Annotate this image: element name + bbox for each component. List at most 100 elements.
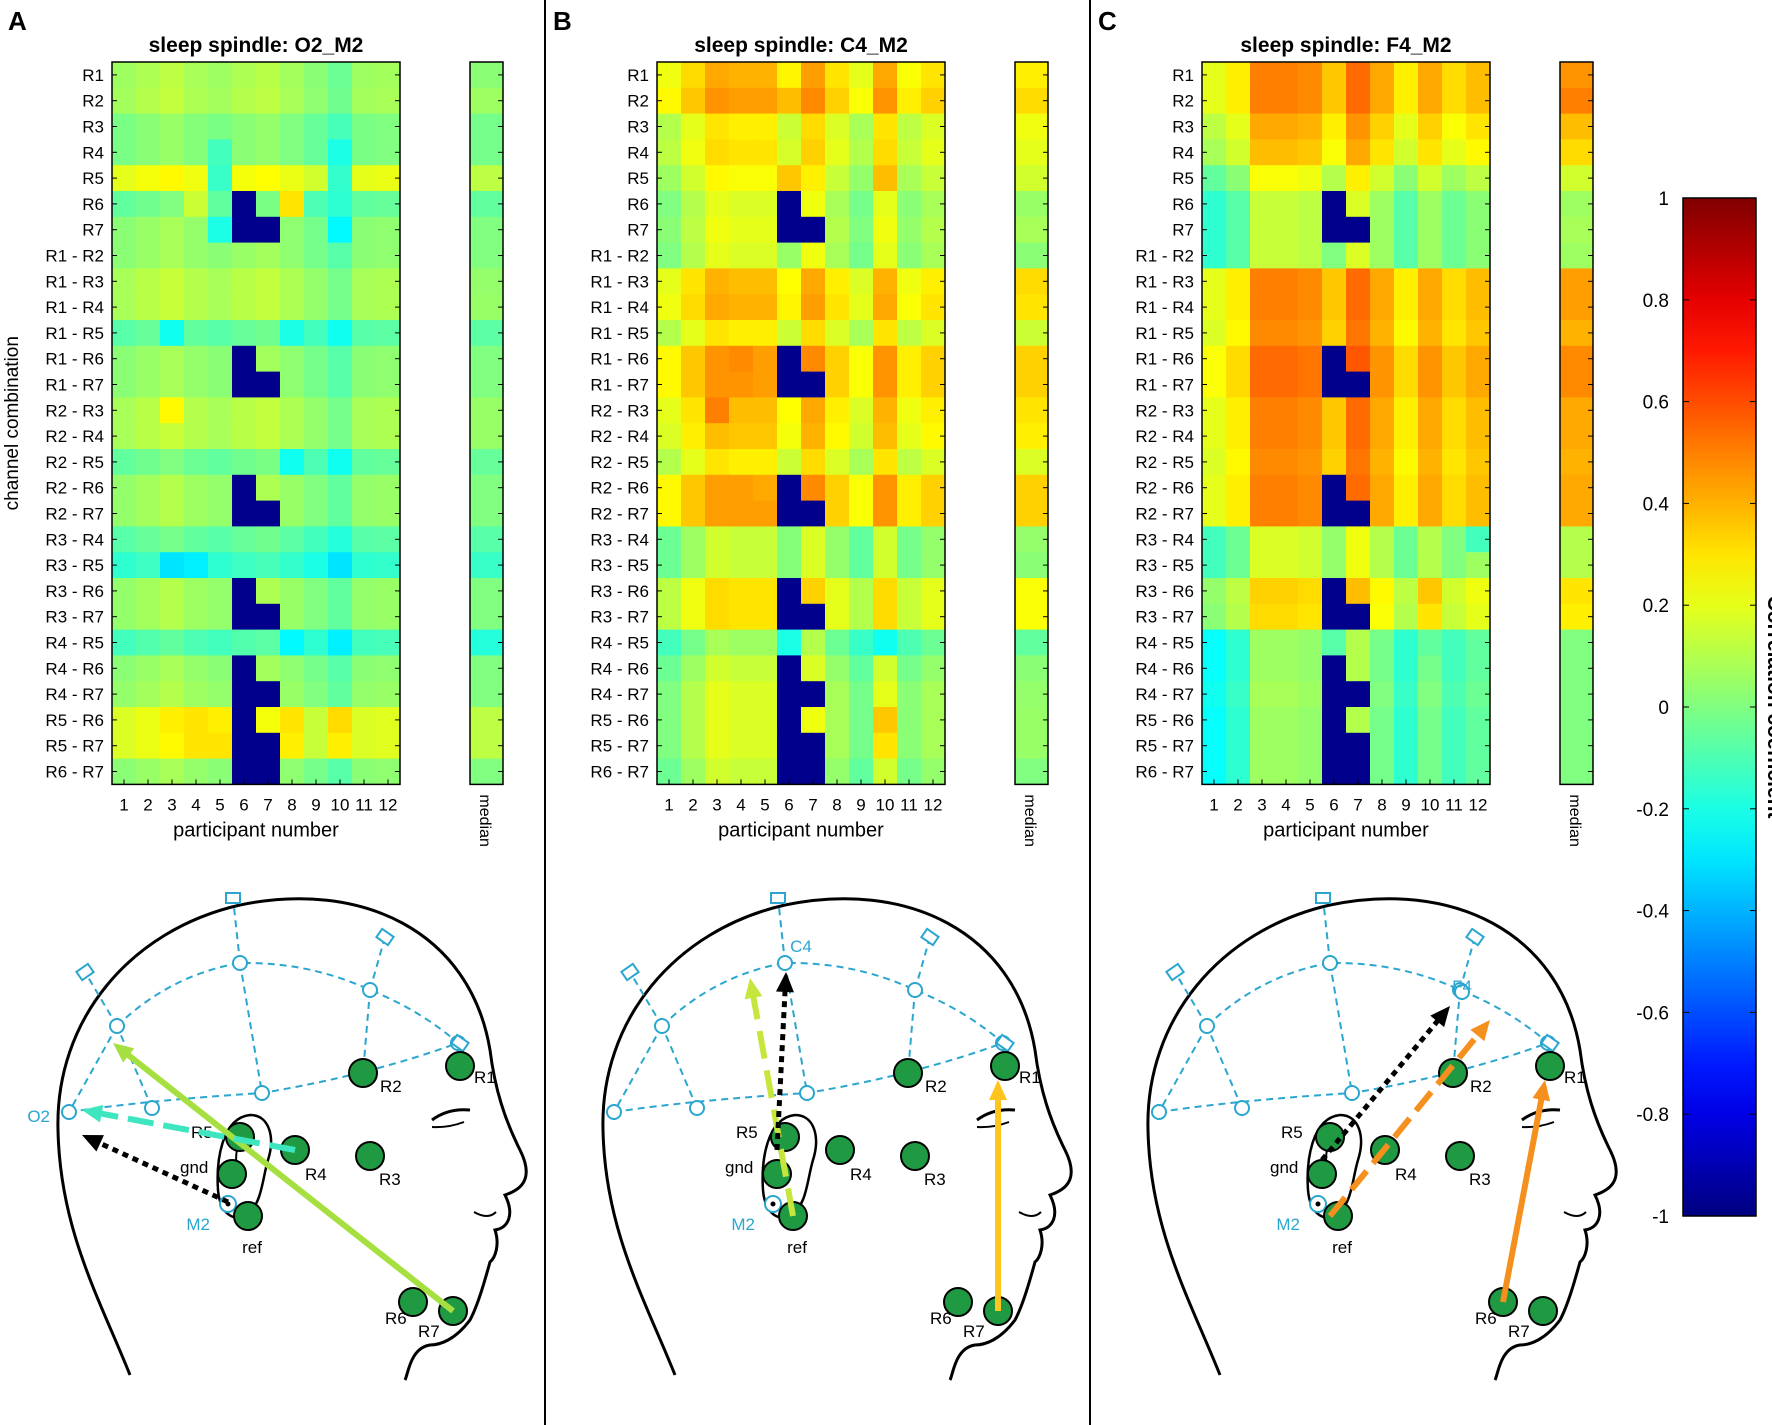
electrode-grid-line [116,1025,153,1109]
electrode-r6 [398,1287,428,1317]
row-label: R1 - R7 [45,376,104,395]
heatmap-cell [352,603,377,630]
electrode-grid-line [1206,1025,1243,1109]
heatmap-cell [232,320,257,347]
heatmap-cell [1346,345,1371,372]
heatmap-cell [208,526,233,553]
electrode-grid-line [239,962,263,1094]
row-label: R2 [627,92,649,111]
median-cell [1015,655,1048,682]
heatmap-cell [1250,681,1275,708]
heatmap-cell [1250,62,1275,89]
heatmap-cell [160,449,185,476]
row-label: R4 - R7 [45,685,104,704]
reference-channel-label: F4 [1452,977,1472,996]
heatmap-cell [1442,320,1467,347]
heatmap-cell [256,526,281,553]
heatmap-cell [1226,113,1251,140]
heatmap-cell [825,191,850,218]
median-frame [469,61,504,786]
heatmap-cell [1346,449,1371,476]
row-label: R4 [82,143,104,162]
heatmap-cell [1250,139,1275,166]
heatmap-cell [825,268,850,295]
electrode-grid-marker [1465,927,1485,947]
heatmap-cell [1274,242,1299,269]
heatmap-cell [184,449,209,476]
heatmap-cell [304,113,329,140]
heatmap-cell [705,242,730,269]
heatmap-cell [136,268,161,295]
heatmap-cell [849,113,874,140]
heatmap-cell [184,707,209,734]
heatmap-cell [777,681,802,708]
heatmap-cell [1370,552,1395,579]
heatmap-cell [352,268,377,295]
heatmap-cell [1442,294,1467,321]
heatmap-cell [1322,474,1347,501]
heatmap-cell [849,345,874,372]
heatmap-cell [777,62,802,89]
row-label: R1 - R6 [45,350,104,369]
x-tick-label: 9 [311,795,320,814]
row-label: R6 [1172,195,1194,214]
heatmap-cell [1442,603,1467,630]
heatmap-cell [705,707,730,734]
electrode-grid-node [907,982,923,998]
heatmap-cell [1442,449,1467,476]
heatmap-cell [681,268,706,295]
correlation-arrow [1500,1093,1546,1303]
row-label: R1 - R2 [590,247,649,266]
median-cell [1560,681,1593,708]
heatmap-cell [160,242,185,269]
electrode-r2 [1438,1058,1468,1088]
heatmap-cell [753,371,778,398]
heatmap-cell [729,62,754,89]
heatmap-cell [1442,139,1467,166]
heatmap-frame [1201,61,1491,786]
heatmap-cell [1418,474,1443,501]
heatmap-cell [1418,216,1443,243]
row-label: R7 [627,221,649,240]
median-cell [1015,62,1048,89]
x-tick-label: 11 [900,795,918,814]
heatmap-cell [849,732,874,759]
heatmap-cell [1418,268,1443,295]
heatmap-cell [897,345,922,372]
heatmap-cell [256,732,281,759]
heatmap-cell [1298,578,1323,605]
heatmap-cell [1346,320,1371,347]
arrow-head [82,1135,104,1152]
heatmap-cell [681,681,706,708]
x-tick-label: 6 [239,795,248,814]
heatmap-cell [1370,62,1395,89]
median-cell [470,681,503,708]
reference-channel-label: O2 [27,1107,50,1126]
heatmap-cell [1322,87,1347,114]
heatmap-cell [1346,242,1371,269]
electrode-ref [233,1201,263,1231]
heatmap-cell [849,552,874,579]
median-cell [1560,371,1593,398]
heatmap-cell [184,191,209,218]
heatmap-cell [873,371,898,398]
electrode-grid-line [1206,961,1549,1044]
heatmap-cell [280,449,305,476]
x-tick-label: 3 [712,795,721,814]
median-cell [1560,216,1593,243]
heatmap-cell [705,552,730,579]
heatmap-cell [208,397,233,424]
median-cell [470,578,503,605]
heatmap-cell [352,423,377,450]
heatmap-cell [849,268,874,295]
heatmap-cell [1394,87,1419,114]
heatmap-cell [1226,681,1251,708]
row-label: R7 [82,221,104,240]
heatmap-cell [801,294,826,321]
electrode-grid-marker [995,1033,1015,1053]
heatmap-cell [1298,87,1323,114]
heatmap-cell [1298,371,1323,398]
heatmap-cell [208,371,233,398]
heatmap-cell [897,474,922,501]
heatmap-cell [328,62,353,89]
